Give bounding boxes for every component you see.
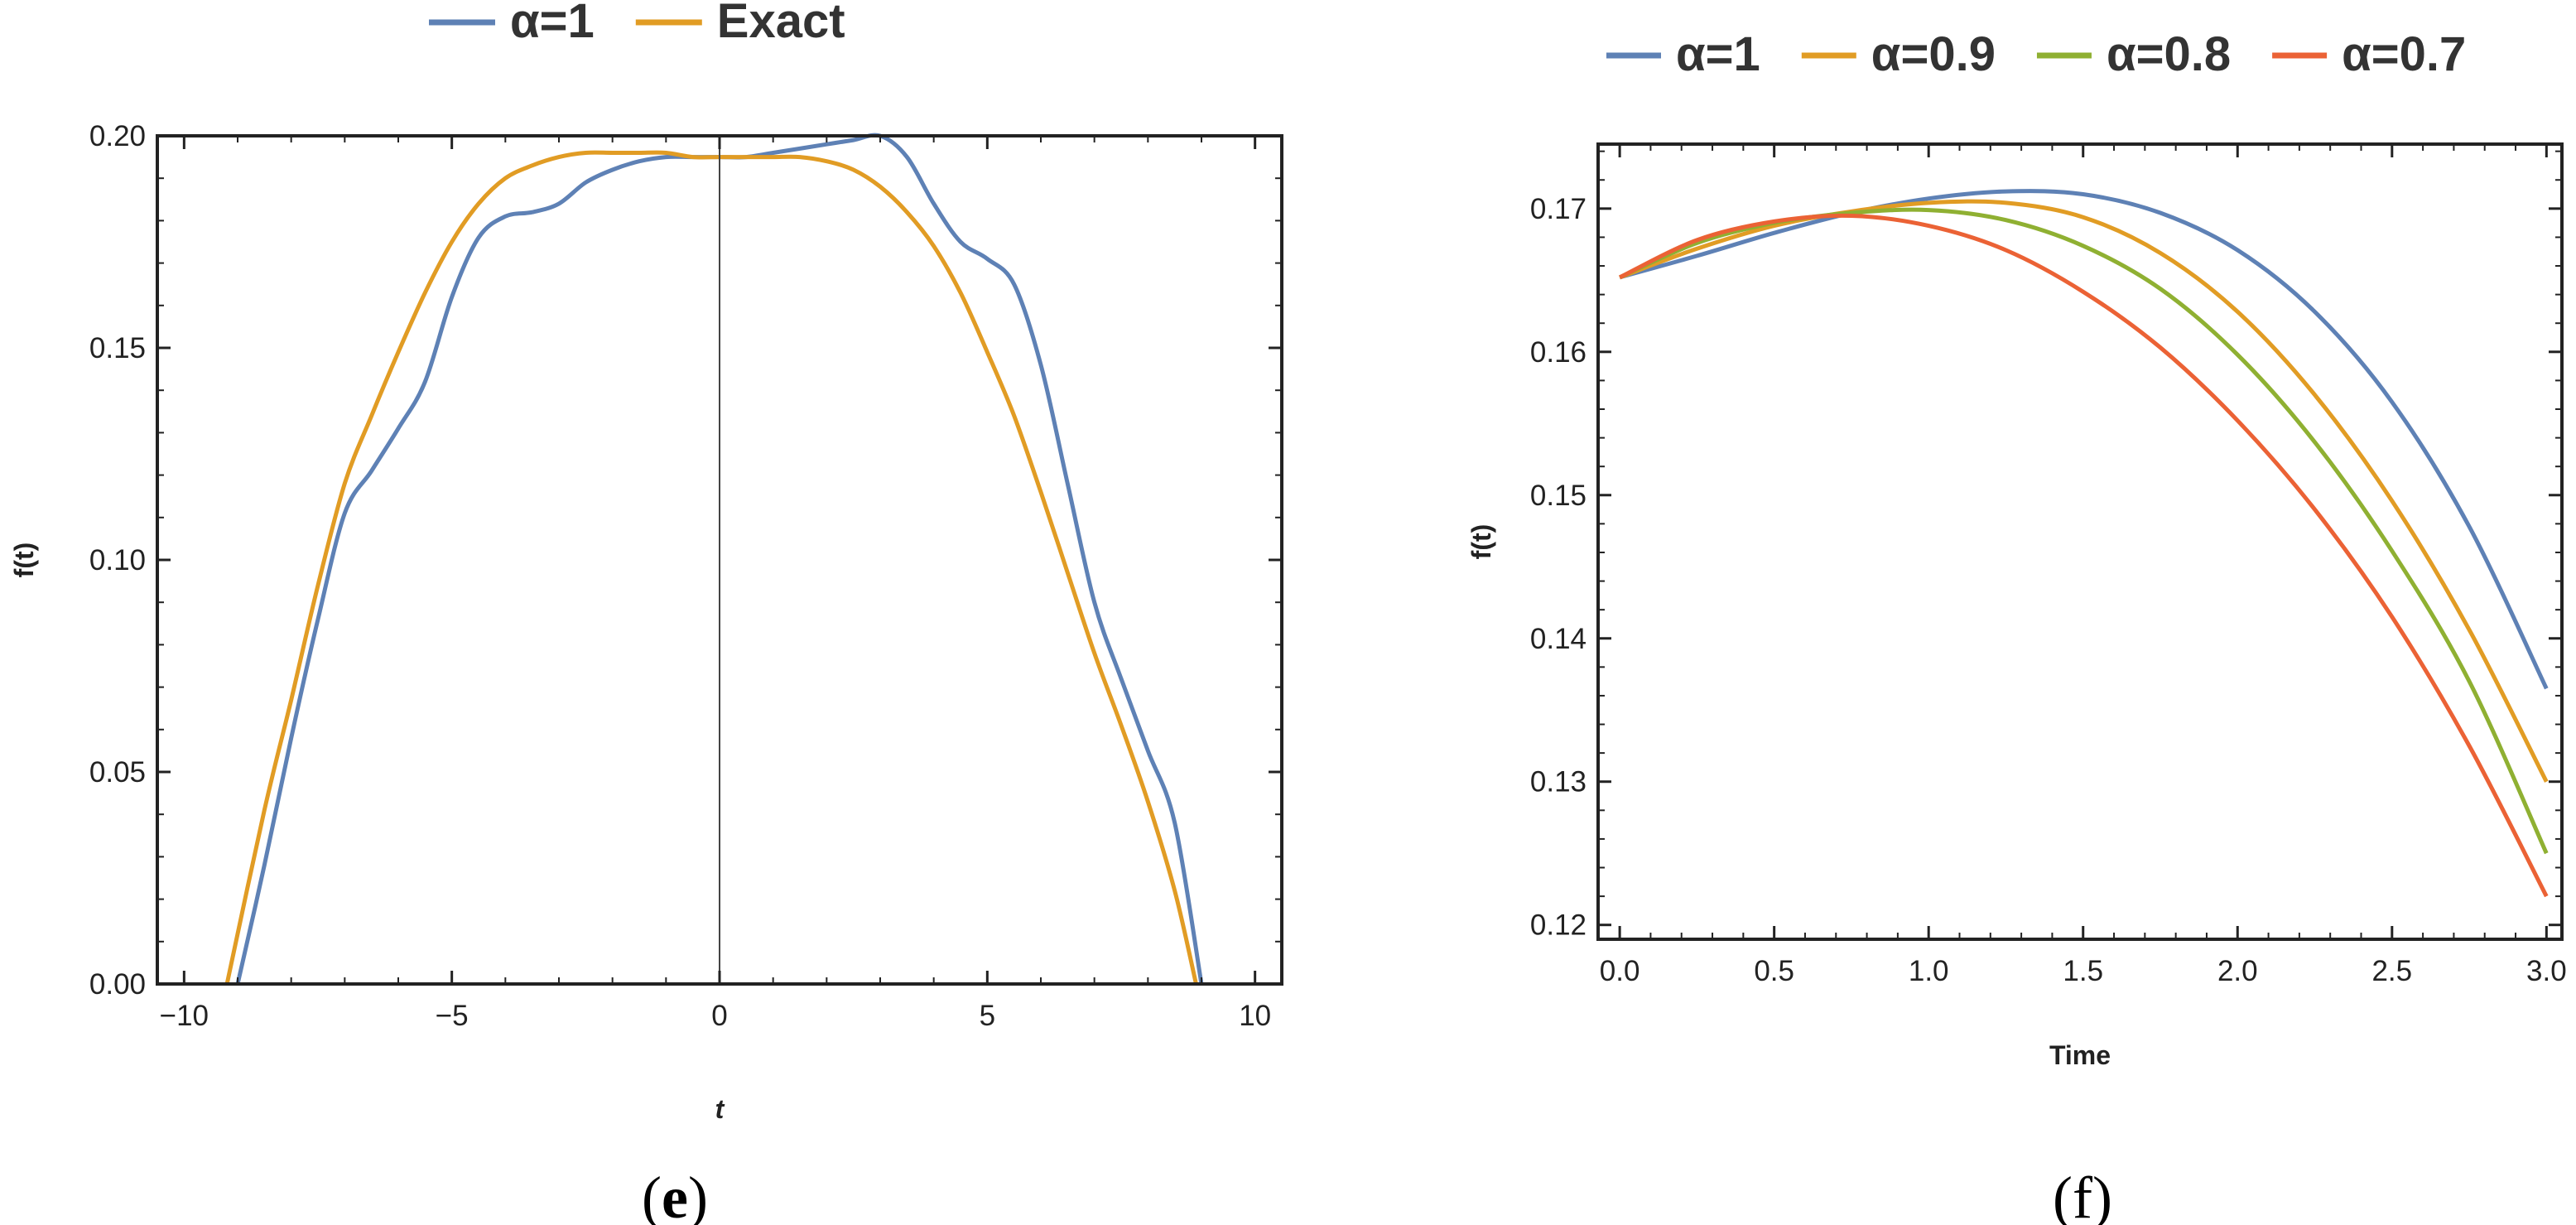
x-tick-label: 0.0 (1600, 955, 1640, 987)
series-line-2 (1619, 207, 2549, 855)
y-axis-label-f: f(t) (1466, 524, 1496, 560)
x-tick-label: 5 (980, 1000, 995, 1032)
x-axis-label-f: Time (2049, 1040, 2111, 1070)
legend-label: Exact (717, 0, 845, 48)
legend-label: α=0.7 (2342, 27, 2466, 81)
x-axis-label-e: t (715, 1094, 725, 1124)
caption-close-f: ) (2092, 1165, 2112, 1225)
caption-letter-e: e (662, 1165, 688, 1225)
x-tick-label: 1.5 (2063, 955, 2103, 987)
y-tick-label: 0.05 (89, 756, 146, 789)
legend-e: α=1 Exact (429, 0, 845, 48)
x-tick-label: 3.0 (2526, 955, 2567, 987)
chart-panel-f: α=1 α=0.9 α=0.8 α=0.7 0.0 0.5 1.0 1.5 2.0 2.5 3.0… (1466, 27, 2567, 1225)
series-line-0 (1619, 189, 2549, 690)
chart-panel-e: α=1 Exact −10 −5 0 5 10 0.00 0.05 0.10 0.15 0.20 t… (9, 0, 1283, 1225)
y-tick-label: 0.00 (89, 968, 146, 1001)
x-tick-label: 1.0 (1909, 955, 1949, 987)
y-tick-label: 0.13 (1530, 766, 1587, 798)
caption-open-e: ( (642, 1165, 662, 1225)
caption-e: (e) (642, 1165, 708, 1225)
caption-letter-f: f (2073, 1165, 2092, 1225)
legend-label: α=0.9 (1871, 27, 1996, 81)
y-tick-label: 0.12 (1530, 909, 1587, 942)
x-tick-label: 2.5 (2371, 955, 2412, 987)
x-tick-label: 2.0 (2217, 955, 2258, 987)
caption-f: (f) (2053, 1165, 2112, 1225)
y-axis-label-e: f(t) (9, 543, 39, 578)
x-tick-label: −5 (436, 1000, 469, 1032)
legend-label: α=1 (1676, 27, 1760, 81)
caption-open-f: ( (2053, 1165, 2073, 1225)
caption-close-e: ) (688, 1165, 708, 1225)
y-tick-label: 0.14 (1530, 623, 1587, 655)
legend-label: α=0.8 (2107, 27, 2231, 81)
y-tick-label: 0.15 (1530, 480, 1587, 512)
y-tick-label: 0.17 (1530, 193, 1587, 225)
series-line-1 (1619, 199, 2549, 783)
ticks-f: 0.0 0.5 1.0 1.5 2.0 2.5 3.0 0.12 0.13 0.14 0.15 0.1… (1530, 144, 2567, 987)
x-tick-label: 0 (711, 1000, 727, 1032)
x-tick-label: −10 (160, 1000, 209, 1032)
ticks-e: −10 −5 0 5 10 0.00 0.05 0.10 0.15 0.20 (89, 120, 1282, 1032)
series-line-3 (1619, 213, 2549, 898)
legend-label: α=1 (510, 0, 595, 48)
series-layer-e (224, 133, 1204, 985)
y-tick-label: 0.20 (89, 120, 146, 152)
y-tick-label: 0.10 (89, 544, 146, 576)
x-tick-label: 0.5 (1754, 955, 1794, 987)
x-tick-label: 10 (1239, 1000, 1271, 1032)
plot-frame-f (1596, 142, 2564, 941)
legend-f: α=1 α=0.9 α=0.8 α=0.7 (1606, 27, 2466, 81)
series-line-1 (224, 150, 1198, 985)
y-tick-label: 0.15 (89, 332, 146, 364)
y-tick-label: 0.16 (1530, 336, 1587, 369)
series-layer-f (1619, 189, 2549, 898)
